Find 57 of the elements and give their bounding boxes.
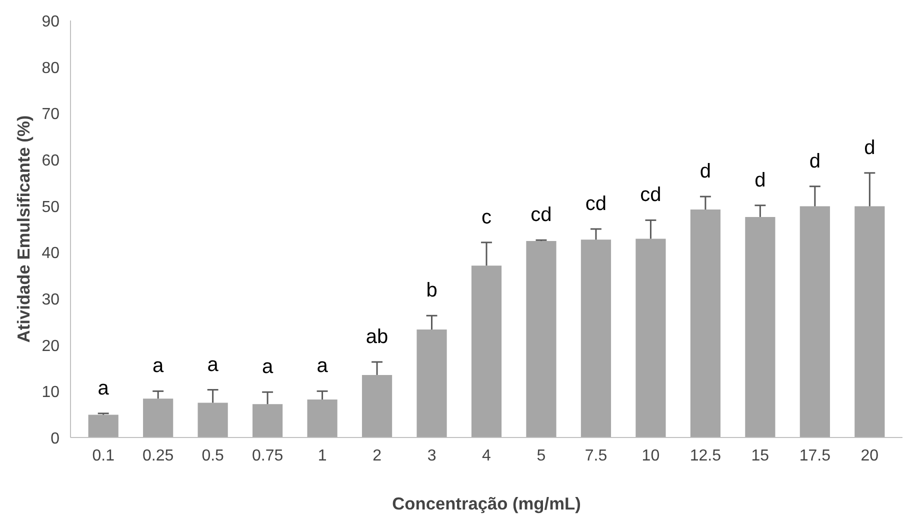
x-tick-label: 12.5 [690, 448, 722, 464]
bar [800, 206, 830, 438]
y-tick-label: 30 [42, 292, 60, 308]
x-tick-label: 0.75 [252, 448, 284, 464]
annotation: d [864, 136, 876, 159]
y-tick-label: 10 [42, 384, 60, 402]
bar [88, 414, 118, 438]
annotation: ab [366, 326, 388, 348]
bar [198, 402, 228, 438]
bar [526, 241, 556, 438]
x-tick-label: 15 [751, 448, 770, 464]
x-tick-label: 5 [536, 448, 546, 464]
x-tick-label: 10 [642, 448, 660, 464]
y-tick-label: 20 [42, 338, 60, 355]
bar [362, 374, 392, 438]
annotation: cd [530, 204, 552, 226]
y-tick-label: 0 [50, 430, 60, 448]
x-tick-label: 2 [372, 448, 382, 464]
x-tick-label: 0.1 [92, 448, 115, 464]
annotation: a [316, 355, 329, 378]
annotation: a [262, 356, 274, 378]
annotation: b [426, 280, 438, 302]
x-axis-title: Concentração (mg/mL) [392, 494, 581, 514]
bar [854, 206, 885, 438]
bar [307, 400, 338, 438]
y-tick-label: 50 [42, 198, 60, 216]
x-tick-label: 17.5 [799, 448, 831, 464]
bar [471, 266, 502, 438]
annotation: a [98, 377, 110, 400]
bar [636, 238, 666, 438]
annotation: cd [585, 193, 607, 215]
x-tick-label: 7.5 [584, 448, 608, 464]
x-tick-label: 20 [860, 448, 879, 464]
y-tick-label: 80 [42, 60, 60, 77]
bar [580, 240, 612, 438]
x-tick-label: 3 [427, 448, 436, 464]
bar [690, 210, 720, 438]
annotation: a [207, 354, 220, 376]
x-tick-label: 0.5 [202, 448, 224, 464]
y-tick-label: 60 [42, 152, 60, 170]
y-tick-label: 90 [42, 14, 60, 30]
annotation: c [482, 206, 492, 228]
annotation: d [754, 169, 766, 192]
annotation: d [809, 150, 820, 172]
y-axis-title: Atividade Emulsificante (%) [14, 115, 34, 343]
bar [745, 216, 776, 438]
bar [252, 404, 283, 438]
annotation: a [152, 355, 165, 378]
y-tick-label: 70 [42, 106, 60, 124]
bar [416, 330, 447, 438]
annotation: cd [640, 184, 662, 206]
bar [143, 398, 174, 438]
x-tick-label: 4 [482, 448, 492, 464]
x-tick-label: 0.25 [142, 448, 174, 464]
x-tick-label: 1 [318, 448, 327, 464]
annotation: d [700, 160, 712, 183]
y-tick-label: 40 [42, 245, 60, 262]
